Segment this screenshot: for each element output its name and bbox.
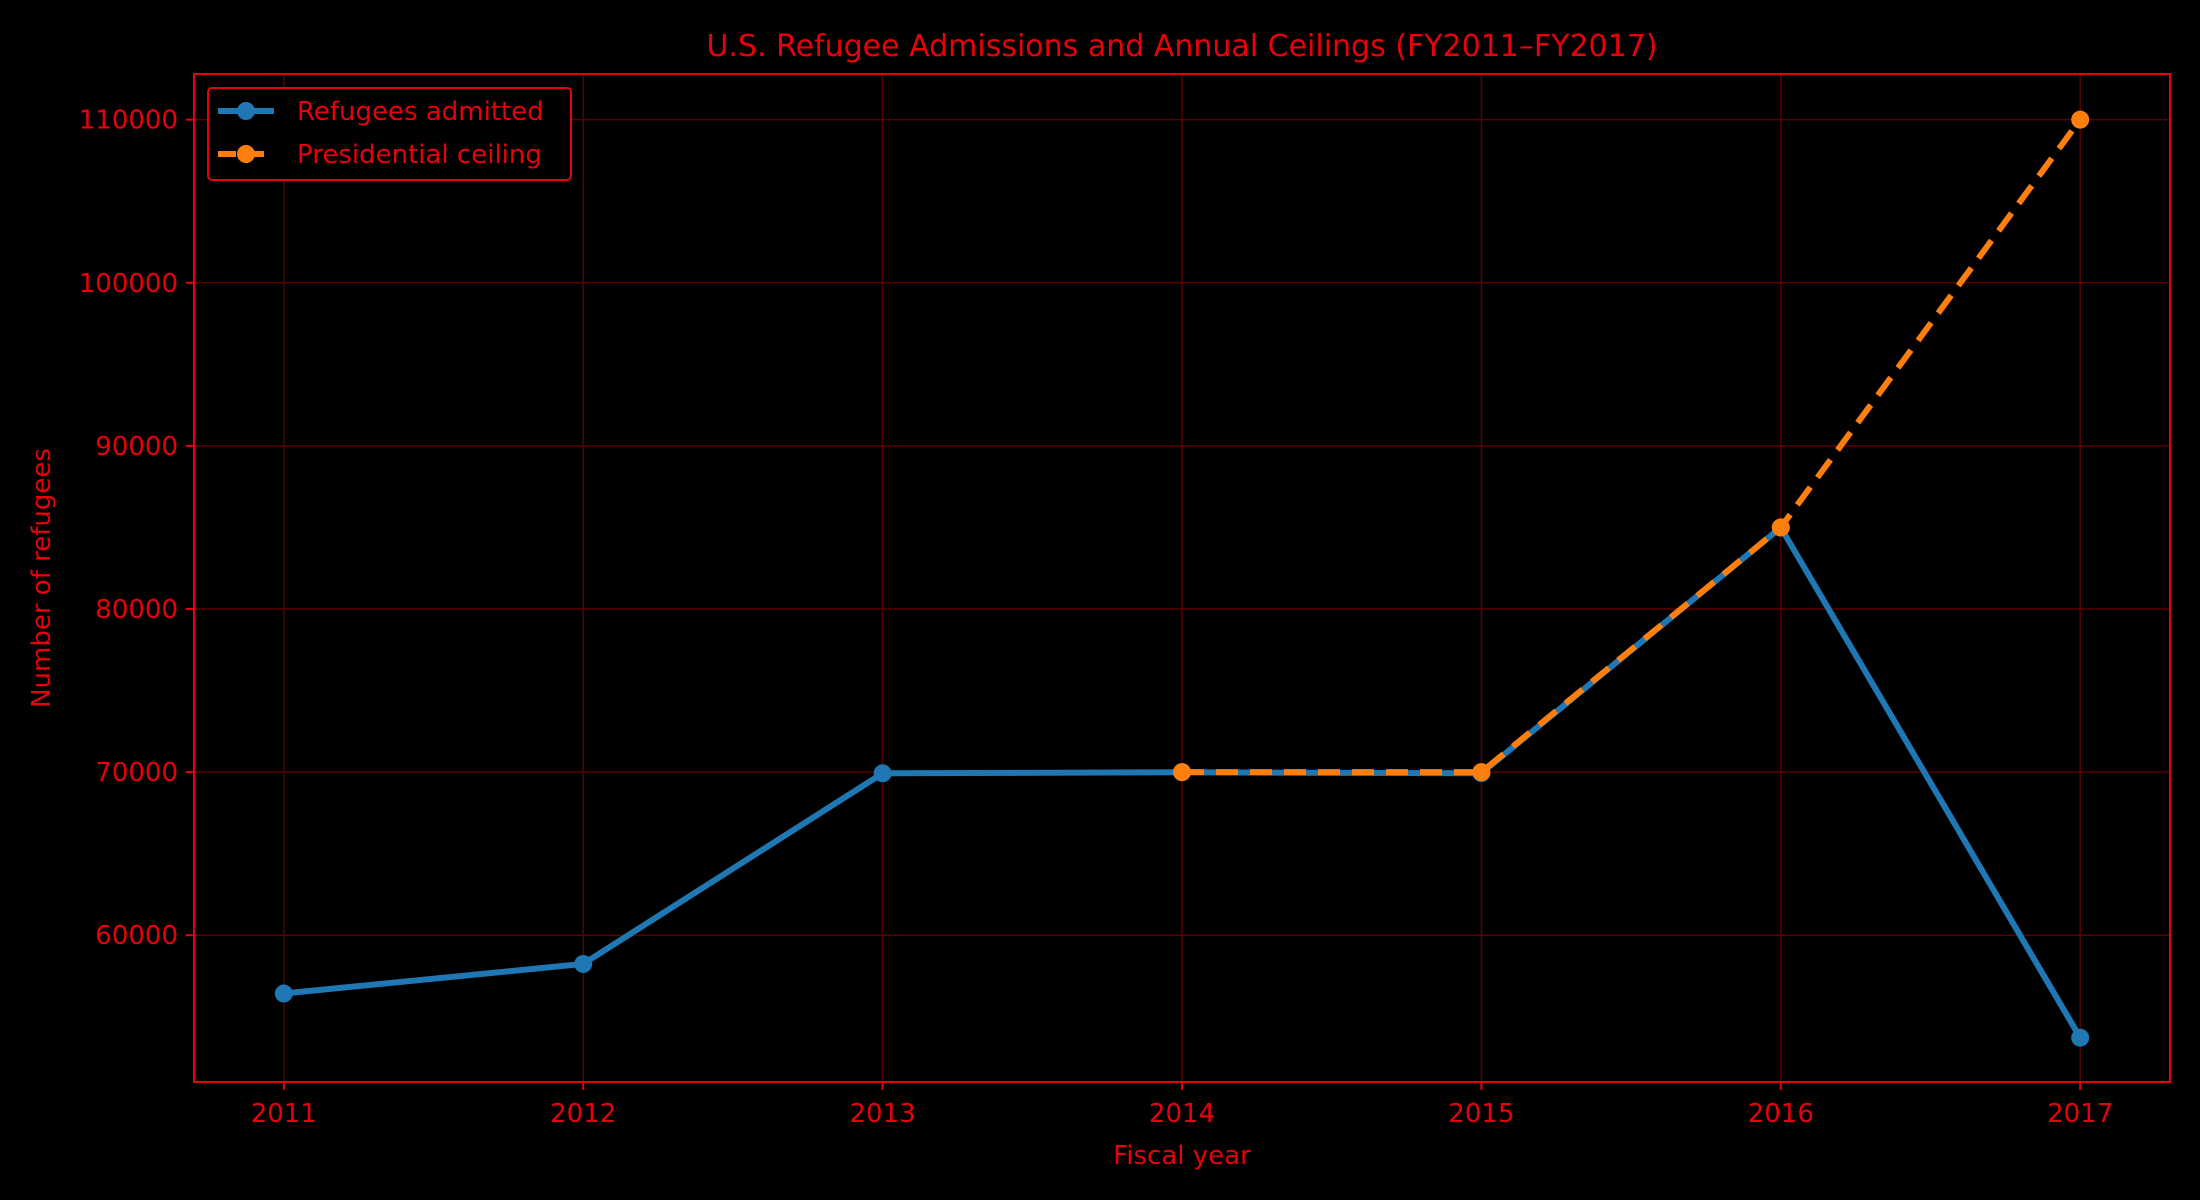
x-tick-label: 2013 — [850, 1099, 916, 1129]
x-tick-label: 2016 — [1748, 1099, 1814, 1129]
series-point-refugees-admitted — [574, 954, 593, 973]
series-point-presidential-ceiling — [2071, 110, 2090, 129]
series-point-presidential-ceiling — [1472, 763, 1491, 782]
chart-title: U.S. Refugee Admissions and Annual Ceili… — [706, 29, 1657, 64]
y-tick-label: 60000 — [95, 921, 178, 951]
series-point-refugees-admitted — [2071, 1028, 2090, 1047]
x-tick-label: 2012 — [550, 1099, 616, 1129]
series-point-presidential-ceiling — [1771, 518, 1790, 537]
axis-ticks: 2011 2012 2013 2014 2015 2016 2017 60000 70000 80… — [79, 106, 2114, 1129]
series-point-refugees-admitted — [873, 764, 892, 783]
y-tick-label: 90000 — [95, 432, 178, 462]
y-tick-label: 80000 — [95, 595, 178, 625]
x-axis-label: Fiscal year — [1113, 1141, 1251, 1171]
x-tick-label: 2011 — [251, 1099, 317, 1129]
y-tick-label: 100000 — [79, 269, 178, 299]
y-axis-label: Number of refugees — [27, 448, 57, 708]
legend-label-presidential-ceiling: Presidential ceiling — [297, 140, 542, 170]
x-tick-label: 2017 — [2047, 1099, 2113, 1129]
x-tick-label: 2014 — [1149, 1099, 1215, 1129]
series-line-presidential-ceiling — [1182, 117, 2083, 776]
legend-marker-refugees-admitted — [237, 102, 255, 120]
data-series — [274, 110, 2090, 1047]
legend-box — [207, 87, 572, 181]
series-point-presidential-ceiling — [1173, 763, 1191, 782]
legend: Refugees admitted Presidential ceiling — [207, 87, 572, 181]
legend-label-refugees-admitted: Refugees admitted — [297, 97, 544, 127]
y-tick-label: 110000 — [79, 106, 178, 136]
x-tick-label: 2015 — [1448, 1099, 1514, 1129]
legend-marker-presidential-ceiling — [237, 145, 255, 163]
y-tick-label: 70000 — [95, 758, 178, 788]
series-point-refugees-admitted — [274, 984, 293, 1003]
